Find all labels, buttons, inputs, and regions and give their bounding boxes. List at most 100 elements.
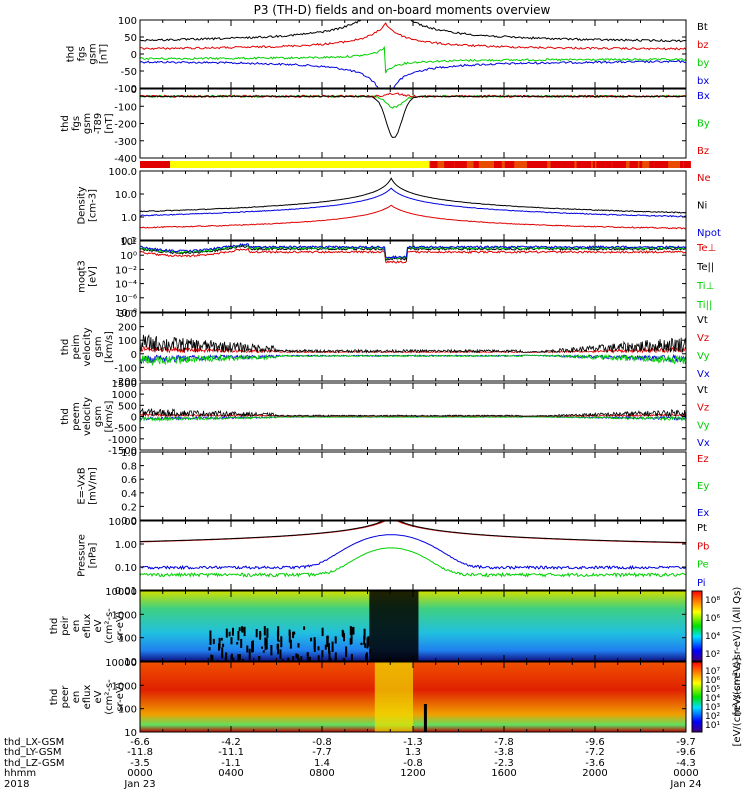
y-tick-label: 0.1 <box>121 236 137 247</box>
legend-entry-Ni: Ni <box>697 201 707 212</box>
ylabel-line: thd <box>60 115 71 132</box>
y-tick-label: -100 <box>114 84 137 95</box>
legend-entry-bx: bx <box>697 76 709 87</box>
ylabel-line: E=-VxB <box>77 467 88 504</box>
y-tick-label: 100 <box>118 16 137 27</box>
panel-peim-velocity: 300 200 100 0 -100 -200 thd peim velocity gsm [km/… <box>60 309 710 388</box>
ylabel-line: thd <box>66 46 77 63</box>
ylabel-line: eV <box>93 619 104 632</box>
y-tick-label: 10000 <box>105 658 137 669</box>
panel-peem-velocity-ylabel: thd peem velocity gsm [km/s] <box>60 397 115 436</box>
colorbar-tick-label: 10⁷ <box>705 667 720 677</box>
ylabel-line: peer <box>60 685 71 709</box>
colorbar-tick-label: 10⁸ <box>705 596 720 606</box>
ephemeris-value: 1200 <box>400 768 425 779</box>
ylabel-line: moqt3 <box>77 260 88 293</box>
legend-entry-Pe: Pe <box>697 560 709 571</box>
colorbar-tick-label: 10⁴ <box>705 694 720 704</box>
legend-entry-By: By <box>697 119 710 130</box>
ylabel-line: peem <box>71 402 82 430</box>
ephemeris-row-label: hhmm <box>4 768 36 779</box>
ephemeris-value: -7.7 <box>312 747 332 758</box>
ephemeris-footer: thd_LX-GSM -6.6 -4.2 -0.8 -1.3 -7.8 -9.6 -9.7th… <box>4 737 702 790</box>
panel-peir-spectrogram: 10000 1000 100 10 thd peir en eflux eV (cm²-s-sr-… <box>49 587 687 668</box>
ylabel-line: eV <box>93 690 104 703</box>
ephemeris-value: -2.3 <box>494 758 514 769</box>
ephemeris-value: -11.8 <box>127 747 153 758</box>
y-tick-label: 100.0 <box>108 167 137 178</box>
date-label-end: Jan 24 <box>669 779 701 790</box>
panel-efield-ylabel: E=-VxB [mV/m] <box>77 467 99 505</box>
panel-peer-spectrogram-traces <box>140 662 686 732</box>
ylabel-line: thd <box>60 339 71 356</box>
y-tick-label: -100 <box>114 363 137 374</box>
ylabel-line: fgs <box>71 116 82 131</box>
panel-fgs-dip-frame <box>139 88 687 159</box>
ephemeris-value: -0.8 <box>312 737 332 748</box>
y-tick-label: 1.0 <box>121 213 137 224</box>
ephemeris-value: -7.8 <box>494 737 514 748</box>
y-tick-label: 0 <box>131 413 137 424</box>
ephemeris-value: -4.3 <box>676 758 696 769</box>
panel-peim-velocity-ylabel: thd peim velocity gsm [km/s] <box>60 327 115 366</box>
colorbar-tick-label: 10² <box>705 712 720 722</box>
y-tick-label: 0 <box>131 350 137 361</box>
ylabel-line: eflux <box>82 685 93 710</box>
ylabel-line: (cm²-s- <box>104 679 115 715</box>
ephemeris-value: 1.3 <box>405 747 421 758</box>
y-tick-label: 10⁰ <box>120 251 137 262</box>
ephemeris-value: -11.1 <box>218 747 244 758</box>
panel-pressure-frame <box>139 520 687 591</box>
colorbar-strip <box>691 590 703 662</box>
ephemeris-value: -3.5 <box>130 758 150 769</box>
y-tick-label: 10⁻² <box>115 265 137 276</box>
y-tick-label: 0 <box>131 50 137 61</box>
legend-entry-Ex: Ex <box>697 508 709 519</box>
panel-density-ylabel: Density [cm-3] <box>77 186 99 224</box>
y-tick-label: 0.4 <box>121 489 137 500</box>
panel-peim-velocity-traces <box>140 334 686 366</box>
panel-density-frame <box>139 170 687 241</box>
colorbar-tick-label: 10⁶ <box>705 676 720 686</box>
panel-pressure: 10.00 1.00 0.10 0.01 Pressure [nPa] Pt Pb Pe Pi <box>77 517 710 597</box>
series-Vt-line <box>140 408 686 418</box>
legend-entry-Te⊥: Te⊥ <box>696 243 716 254</box>
y-tick-label: 200 <box>118 323 137 334</box>
series-Ni-line <box>140 177 686 214</box>
ylabel-line: en <box>71 691 82 704</box>
ylabel-line: [km/s] <box>104 400 115 432</box>
y-tick-label: 300 <box>118 309 137 320</box>
y-tick-label: -400 <box>114 154 137 165</box>
y-tick-label: -500 <box>114 424 137 435</box>
ylabel-line: [km/s] <box>104 331 115 363</box>
y-tick-label: -300 <box>114 137 137 148</box>
colorbar-tick-label: 10⁶ <box>705 614 720 624</box>
colorbar-1: 10⁸ 10⁶ 10⁴ 10² [eV/(cm²-s-sr-eV)] (All Qs) <box>691 587 743 716</box>
legend-entry-Ey: Ey <box>697 481 709 492</box>
ephemeris-value: -1.3 <box>403 737 423 748</box>
series-Pe-line <box>140 547 686 578</box>
ylabel-line: gsm <box>93 336 104 357</box>
y-tick-label: 1.00 <box>115 540 137 551</box>
y-tick-label: 0.8 <box>121 462 137 473</box>
y-tick-label: -100 <box>114 102 137 113</box>
legend-entry-Vx: Vx <box>697 438 710 449</box>
y-tick-label: -200 <box>114 120 137 131</box>
panel-density-traces <box>140 177 686 230</box>
series-Bx-line <box>140 95 686 139</box>
ephemeris-value: -4.2 <box>221 737 241 748</box>
series-Pi-line <box>140 534 686 571</box>
year-label: 2018 <box>4 779 29 790</box>
series-Vy-line <box>140 353 686 366</box>
series-Ti-perp-line <box>140 244 686 260</box>
y-tick-label: 1000 <box>112 390 137 401</box>
ylabel-line: sr-eV) <box>115 682 126 711</box>
colorbar-label: [eV/(cm²-s-sr-eV)] (All Qs) <box>732 587 743 716</box>
ylabel-line: Density <box>77 186 88 224</box>
ephemeris-value: -6.6 <box>130 737 150 748</box>
legend-entry-Ez: Ez <box>697 454 709 465</box>
legend-entry-Bt: Bt <box>697 22 708 33</box>
y-tick-label: 0 <box>131 85 137 96</box>
ylabel-line: fgs <box>77 46 88 61</box>
